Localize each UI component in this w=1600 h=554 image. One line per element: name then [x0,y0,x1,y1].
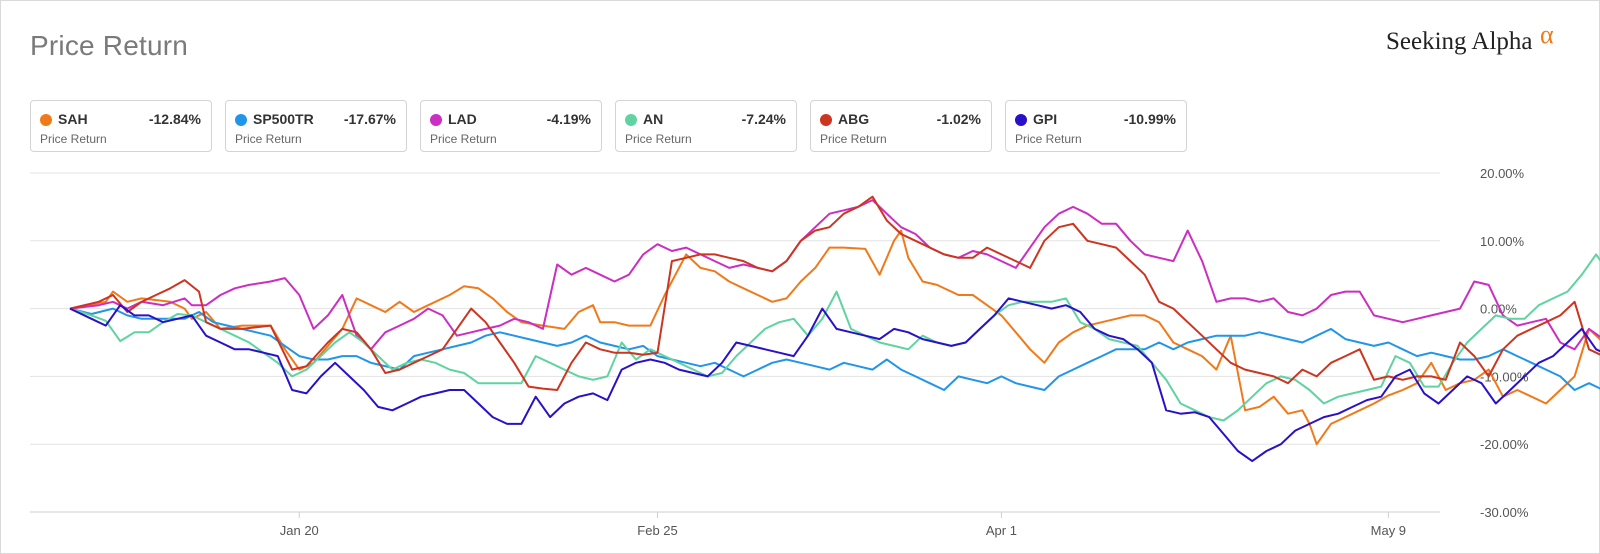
legend-item-lad[interactable]: LAD -4.19% Price Return [420,100,602,152]
legend-value: -17.67% [343,111,396,127]
legend-symbol: AN [643,111,664,127]
series-lines [69,195,1600,463]
brand-logo: Seeking Alpha α [1386,20,1554,56]
series-line-sah [69,229,1600,446]
legend-symbol: GPI [1033,111,1058,127]
legend-value: -12.84% [148,111,201,127]
x-tick-label: Feb 25 [637,523,677,538]
legend-symbol: SP500TR [253,111,314,127]
legend-symbol: LAD [448,111,477,127]
x-axis-labels: Jan 20 Feb 25 Apr 1 May 9 [280,512,1406,538]
legend-value: -10.99% [1123,111,1176,127]
series-color-dot-icon [430,114,442,126]
y-tick-label: -10.00% [1480,369,1529,384]
legend-item-sah[interactable]: SAH -12.84% Price Return [30,100,212,152]
legend-item-an[interactable]: AN -7.24% Price Return [615,100,797,152]
brand-text: Seeking Alpha [1386,28,1533,55]
legend-item-gpi[interactable]: GPI -10.99% Price Return [1005,100,1187,152]
series-color-dot-icon [1015,114,1027,126]
legend-symbol: SAH [58,111,88,127]
x-tick-label: May 9 [1371,523,1406,538]
series-line-abg [69,195,1600,391]
legend-label: Price Return [430,132,497,146]
y-tick-label: 0.00% [1480,302,1517,317]
legend-label: Price Return [820,132,887,146]
legend-label: Price Return [235,132,302,146]
legend-item-abg[interactable]: ABG -1.02% Price Return [810,100,992,152]
legend-label: Price Return [40,132,107,146]
alpha-icon: α [1540,20,1554,49]
y-axis-labels: 20.00% 10.00% 0.00% -10.00% -20.00% -30.00% [1480,166,1529,520]
legend-symbol: ABG [838,111,870,127]
series-line-gpi [69,297,1600,463]
y-tick-label: -30.00% [1480,505,1529,520]
series-color-dot-icon [235,114,247,126]
y-tick-label: 20.00% [1480,166,1525,181]
series-line-an [69,253,1600,422]
legend-label: Price Return [1015,132,1082,146]
y-tick-label: 10.00% [1480,234,1525,249]
page-title: Price Return [30,30,189,61]
series-line-lad [69,199,1600,351]
legend-value: -1.02% [936,111,981,127]
legend-item-sp500tr[interactable]: SP500TR -17.67% Price Return [225,100,407,152]
series-color-dot-icon [820,114,832,126]
legend-value: -4.19% [546,111,591,127]
legend-value: -7.24% [741,111,786,127]
series-color-dot-icon [40,114,52,126]
gridlines [30,172,1440,513]
series-color-dot-icon [625,114,637,126]
x-tick-label: Apr 1 [986,523,1017,538]
y-tick-label: -20.00% [1480,437,1529,452]
legend-label: Price Return [625,132,692,146]
x-tick-label: Jan 20 [280,523,319,538]
